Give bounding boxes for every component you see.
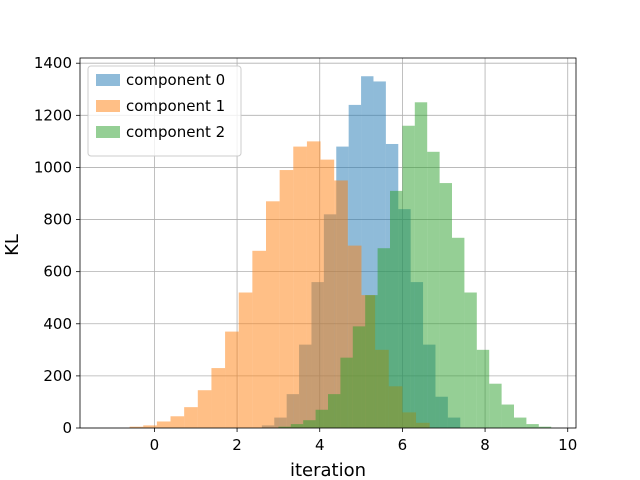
histogram-bar	[184, 407, 198, 428]
histogram-bar	[320, 159, 335, 428]
histogram-bar	[252, 250, 266, 428]
histogram-bar	[197, 390, 212, 428]
y-tick-label: 400	[43, 315, 72, 333]
histogram-bar	[340, 357, 353, 428]
x-tick-label: 8	[480, 436, 490, 454]
x-tick-label: 6	[398, 436, 408, 454]
histogram-bar	[514, 417, 527, 428]
histogram-bar	[225, 331, 239, 428]
legend-swatch	[96, 74, 120, 86]
histogram-bar	[306, 141, 321, 428]
y-tick-label: 200	[43, 367, 72, 385]
legend-label: component 2	[126, 123, 225, 141]
histogram-bars	[129, 76, 552, 429]
y-tick-label: 0	[62, 419, 72, 437]
histogram-bar	[290, 424, 304, 428]
legend: component 0 component 1 component 2	[87, 65, 242, 157]
histogram-bar	[476, 349, 490, 428]
histogram-bar	[377, 248, 390, 428]
y-tick-label: 1400	[34, 54, 72, 72]
grid-lines	[80, 58, 576, 429]
histogram-bar	[279, 170, 294, 429]
x-tick-label: 4	[315, 436, 325, 454]
y-tick-label: 1200	[34, 106, 72, 124]
histogram-bar	[293, 146, 307, 428]
histogram-bar	[303, 420, 316, 428]
legend-label: component 1	[126, 97, 225, 115]
histogram-bar	[211, 368, 226, 428]
histogram-bar	[538, 426, 552, 428]
histogram-bar	[365, 295, 378, 428]
histogram-bar	[238, 292, 253, 428]
axes	[76, 57, 577, 432]
y-tick-label: 1000	[34, 158, 72, 176]
histogram-bar	[526, 424, 539, 428]
legend-swatch	[96, 100, 120, 112]
y-axis-label: KL	[2, 234, 23, 256]
legend-box	[87, 65, 242, 157]
histogram-bar	[328, 394, 341, 428]
histogram-bar	[464, 292, 477, 428]
histogram-bar	[352, 326, 366, 428]
y-tick-label: 600	[43, 263, 72, 281]
histogram-bar	[266, 201, 280, 428]
y-tick-label: 800	[43, 211, 72, 229]
x-tick-label: 10	[558, 436, 577, 454]
tick-labels: 0 2 4 6 8 10 0 200 400 600 800 1000 1200 1400	[34, 54, 577, 454]
histogram-bar	[489, 383, 502, 428]
histogram-bar	[143, 425, 157, 428]
histogram-bar	[402, 125, 415, 429]
x-tick-label: 2	[232, 436, 242, 454]
histogram-bar	[278, 426, 291, 428]
histogram-bar	[414, 102, 428, 428]
histogram-bar	[170, 416, 185, 428]
x-tick-label: 0	[150, 436, 160, 454]
histogram-bar	[452, 237, 465, 428]
histogram-bar	[427, 151, 440, 429]
histogram-bar	[390, 190, 403, 428]
histogram-bar	[501, 404, 514, 428]
histogram-bar	[129, 426, 144, 428]
histogram-bar	[156, 421, 171, 428]
legend-label: component 0	[126, 71, 225, 89]
histogram-bar	[315, 409, 328, 428]
plot-frame	[79, 57, 577, 429]
x-axis-label: iteration	[290, 460, 366, 480]
histogram-bar	[439, 183, 452, 428]
legend-swatch	[96, 126, 120, 138]
series-2-bars	[278, 102, 552, 429]
